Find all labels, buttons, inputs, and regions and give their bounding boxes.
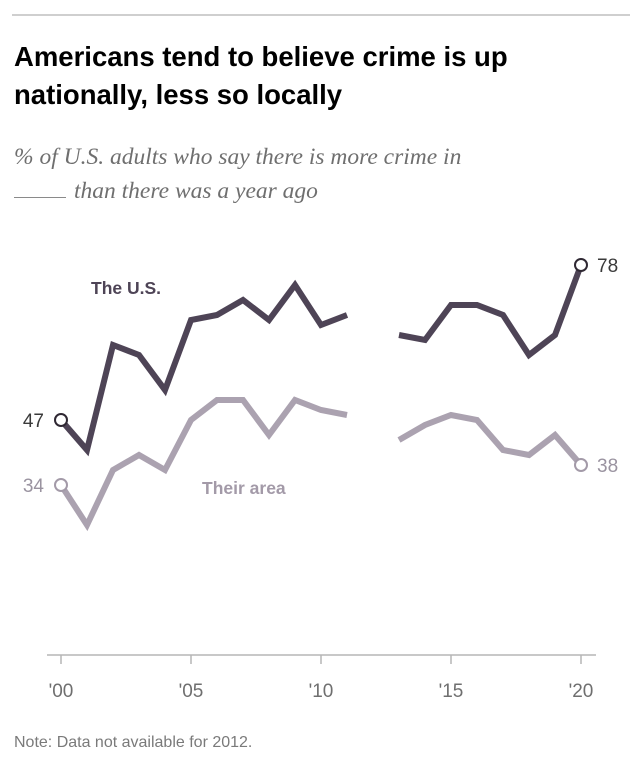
series-line — [398, 263, 584, 360]
footnote: Note: Data not available for 2012. — [14, 734, 253, 751]
start-value-label: 47 — [23, 411, 44, 432]
x-tick-label: '05 — [179, 681, 204, 702]
series-label-area: Their area — [202, 478, 286, 498]
series-line — [397, 411, 584, 467]
series-layer — [54, 258, 588, 532]
x-axis: '00 '05 '10 '15 '20 — [47, 654, 596, 702]
endpoint-marker — [574, 258, 588, 272]
series-line — [58, 279, 349, 457]
start-value-label: 34 — [23, 476, 45, 497]
chart-title: Americans tend to believe crime is up na… — [14, 41, 508, 110]
subtitle-line-1: % of U.S. adults who say there is more c… — [14, 144, 462, 170]
subtitle-blank — [14, 197, 66, 198]
label-layer: 47 78 34 38 The U.S. Their area — [23, 256, 618, 498]
series-line — [58, 396, 348, 532]
endpoint-marker — [54, 413, 68, 427]
chart-subtitle: % of U.S. adults who say there is more c… — [14, 140, 624, 208]
end-value-label: 78 — [597, 256, 618, 277]
top-rule — [12, 14, 630, 16]
end-value-label: 38 — [597, 456, 618, 477]
x-tick-label: '20 — [569, 681, 594, 702]
area-series — [54, 396, 588, 532]
x-tick-label: '15 — [439, 681, 464, 702]
series-label-us: The U.S. — [91, 278, 161, 298]
endpoint-marker — [574, 458, 588, 472]
endpoint-marker — [54, 478, 68, 492]
x-tick-label: '10 — [309, 681, 334, 702]
x-tick-label: '00 — [49, 681, 74, 702]
us-series — [54, 258, 588, 457]
subtitle-line-2: than there was a year ago — [74, 178, 318, 204]
